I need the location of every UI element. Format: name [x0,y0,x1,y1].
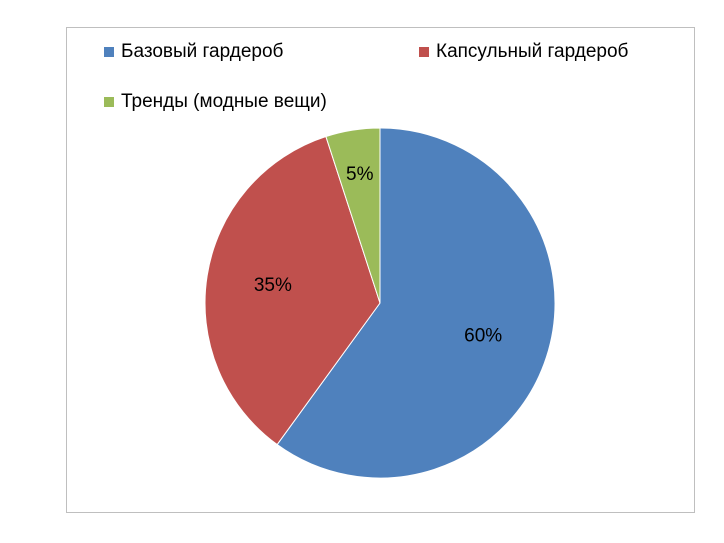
legend-label: Тренды (модные вещи) [121,91,327,112]
pie-slice [204,135,381,446]
data-label: 60% [464,326,502,347]
legend-label: Капсульный гардероб [436,41,629,62]
legend-swatch [104,47,114,57]
data-label: 35% [254,275,292,296]
data-label: 5% [346,164,374,185]
pie-slice [276,127,556,479]
legend-swatch [104,97,114,107]
pie-slice [325,127,381,304]
legend-swatch [419,47,429,57]
legend-label: Базовый гардероб [121,41,284,62]
